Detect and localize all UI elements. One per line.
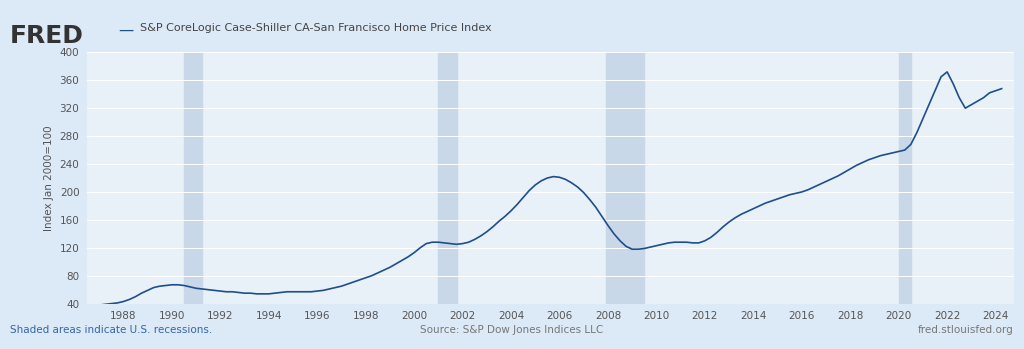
Bar	[605, 52, 644, 304]
Text: Shaded areas indicate U.S. recessions.: Shaded areas indicate U.S. recessions.	[10, 325, 213, 335]
Text: Source: S&P Dow Jones Indices LLC: Source: S&P Dow Jones Indices LLC	[421, 325, 603, 335]
Text: fred.stlouisfed.org: fred.stlouisfed.org	[918, 325, 1014, 335]
Bar	[184, 52, 202, 304]
Text: FRED: FRED	[10, 24, 84, 49]
Y-axis label: Index Jan 2000=100: Index Jan 2000=100	[44, 125, 54, 231]
Bar	[438, 52, 457, 304]
Text: S&P CoreLogic Case-Shiller CA-San Francisco Home Price Index: S&P CoreLogic Case-Shiller CA-San Franci…	[140, 23, 492, 33]
Bar	[899, 52, 910, 304]
Text: —: —	[118, 23, 133, 38]
